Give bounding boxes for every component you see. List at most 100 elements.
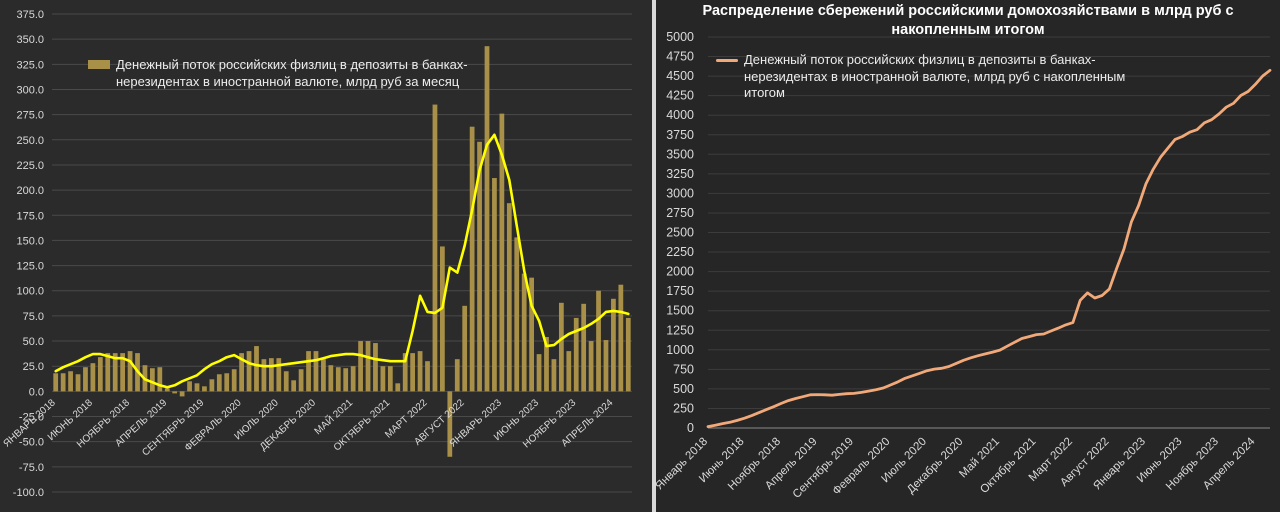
bar xyxy=(477,141,482,392)
bar xyxy=(469,126,475,392)
bar xyxy=(425,361,430,392)
bar xyxy=(97,357,103,392)
y-tick-label: 1000 xyxy=(666,343,694,357)
y-tick-label: 1750 xyxy=(666,284,694,298)
y-tick-label: 175.0 xyxy=(16,210,44,222)
y-tick-label: 750 xyxy=(673,362,694,376)
bar xyxy=(521,273,527,392)
bar xyxy=(440,246,445,392)
bar xyxy=(387,366,393,392)
y-tick-label: 0 xyxy=(687,421,694,435)
bar xyxy=(127,351,133,392)
bar xyxy=(432,104,438,392)
bar xyxy=(164,388,170,392)
bar xyxy=(618,284,624,392)
bar xyxy=(454,359,460,392)
y-tick-label: 250.0 xyxy=(16,135,44,147)
y-tick-label: 2250 xyxy=(666,245,694,259)
bar xyxy=(283,371,289,392)
bar xyxy=(83,367,88,392)
bar xyxy=(447,391,453,457)
bar xyxy=(410,353,416,392)
x-tick-label: Январь 2018 xyxy=(656,436,710,493)
bar xyxy=(529,277,534,392)
y-tick-label: 75.0 xyxy=(23,311,44,323)
bar xyxy=(254,346,259,392)
y-tick-label: 275.0 xyxy=(16,110,44,122)
y-tick-label: 50.0 xyxy=(23,336,44,348)
bar xyxy=(150,368,155,392)
bar xyxy=(402,353,408,392)
y-tick-label: 2000 xyxy=(666,265,694,279)
bar xyxy=(120,353,126,392)
right-chart-title: Распределение сбережений российскими дом… xyxy=(702,3,1234,38)
bar xyxy=(179,391,185,397)
bar xyxy=(581,303,587,392)
bar xyxy=(588,341,594,392)
bar xyxy=(246,351,252,392)
y-tick-label: 150.0 xyxy=(16,235,44,247)
bar xyxy=(335,367,341,392)
bar xyxy=(60,373,66,392)
panel-divider xyxy=(652,0,656,512)
bar xyxy=(566,351,572,392)
bar xyxy=(291,380,297,392)
bar xyxy=(558,302,564,392)
bar xyxy=(611,298,616,392)
bar xyxy=(298,369,304,392)
y-tick-label: 4500 xyxy=(666,69,694,83)
bar xyxy=(536,354,542,392)
bar xyxy=(231,369,237,392)
bar xyxy=(105,353,111,392)
y-tick-label: 375.0 xyxy=(16,9,44,21)
y-tick-label: 4750 xyxy=(666,50,694,64)
bar xyxy=(350,366,356,392)
bar xyxy=(68,371,73,392)
y-tick-label: 350.0 xyxy=(16,34,44,46)
bar xyxy=(313,351,319,392)
bar xyxy=(573,317,579,392)
bar xyxy=(625,317,631,392)
bar xyxy=(514,237,520,392)
bar xyxy=(172,391,178,394)
bar xyxy=(380,366,386,392)
y-tick-label: 200.0 xyxy=(16,185,44,197)
y-tick-label: -100.0 xyxy=(13,487,44,499)
bar xyxy=(75,374,81,392)
bar xyxy=(417,351,423,392)
bar xyxy=(306,351,311,392)
bar xyxy=(202,386,207,392)
y-tick-label: 325.0 xyxy=(16,59,44,71)
y-tick-label: -25.0 xyxy=(19,412,44,424)
bar xyxy=(261,359,267,392)
y-tick-label: 5000 xyxy=(666,30,694,44)
y-tick-label: 250 xyxy=(673,401,694,415)
bar xyxy=(268,358,274,392)
y-tick-label: 1500 xyxy=(666,304,694,318)
y-tick-label: 3750 xyxy=(666,128,694,142)
bar xyxy=(373,343,378,392)
bar xyxy=(462,305,468,392)
y-tick-label: 4000 xyxy=(666,108,694,122)
bar xyxy=(276,358,282,392)
bar xyxy=(224,373,230,392)
trend-line xyxy=(54,133,630,389)
bar xyxy=(358,341,363,392)
bar xyxy=(157,367,163,392)
bar xyxy=(90,363,96,392)
bar xyxy=(187,381,192,392)
bar xyxy=(53,373,59,392)
y-tick-label: 3000 xyxy=(666,186,694,200)
bar xyxy=(209,379,215,392)
bar xyxy=(328,365,334,392)
y-tick-label: 2750 xyxy=(666,206,694,220)
y-tick-label: 3500 xyxy=(666,147,694,161)
bar xyxy=(343,368,349,392)
bar xyxy=(492,178,497,392)
y-tick-label: 125.0 xyxy=(16,261,44,273)
bar xyxy=(112,353,118,392)
bar xyxy=(365,341,371,392)
left-legend: Денежный поток российских физлиц в депоз… xyxy=(88,57,488,90)
left-chart-svg: -100.0 -75.0 -50.0 -25.0 0.0 25.0 50.0 75.0 100.… xyxy=(2,9,632,499)
bar xyxy=(544,337,549,392)
